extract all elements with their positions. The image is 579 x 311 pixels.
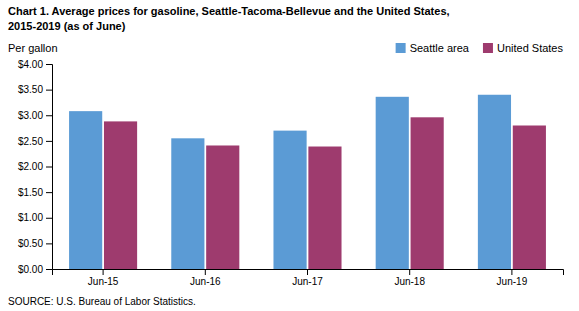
tick: $0.50 <box>18 238 52 249</box>
axis-line <box>46 65 53 270</box>
tick: $3.50 <box>18 84 52 95</box>
tick-label: $0.00 <box>18 264 43 275</box>
tick: $2.50 <box>18 136 52 147</box>
source-note: SOURCE: U.S. Bureau of Labor Statistics. <box>8 296 196 307</box>
legend-swatch <box>396 43 406 53</box>
tick-mark <box>46 192 52 193</box>
legend-label: Seattle area <box>410 42 470 54</box>
tick-mark <box>409 269 410 275</box>
y-axis-label: Per gallon <box>8 42 58 54</box>
axis-line <box>53 270 564 276</box>
tick: $1.50 <box>18 187 52 198</box>
tick-label: Jun-16 <box>190 276 221 287</box>
tick-mark <box>46 90 52 91</box>
bar-series <box>69 95 511 269</box>
tick-mark <box>46 115 52 116</box>
bar <box>273 131 306 269</box>
tick: Jun-18 <box>394 269 425 287</box>
tick-mark <box>46 64 52 65</box>
tick-label: $0.50 <box>18 238 43 249</box>
legend-item: Seattle area <box>396 42 470 54</box>
bar <box>411 117 444 269</box>
tick-label: Jun-15 <box>88 276 119 287</box>
tick-label: $1.50 <box>18 187 43 198</box>
bar <box>206 145 239 269</box>
tick-label: Jun-18 <box>394 276 425 287</box>
legend: Seattle area United States <box>396 42 564 54</box>
bar <box>478 95 511 269</box>
legend-swatch <box>483 43 493 53</box>
tick: $4.00 <box>18 59 52 70</box>
bar <box>104 121 137 269</box>
tick-mark <box>46 167 52 168</box>
tick-mark <box>205 269 206 275</box>
tick-label: Jun-19 <box>497 276 528 287</box>
tick: Jun-15 <box>88 269 119 287</box>
bar-series <box>104 117 546 269</box>
tick-label: Jun-17 <box>292 276 323 287</box>
legend-item: United States <box>483 42 564 54</box>
tick: Jun-16 <box>190 269 221 287</box>
bars <box>69 95 546 269</box>
plot: $0.00 $0.50 $1.00 $1.50 $2.00 $2.50 $3.00 $3.50… <box>18 59 564 287</box>
tick-mark <box>46 218 52 219</box>
tick: $3.00 <box>18 110 52 121</box>
subtitle: 2015-2019 (as of June) <box>8 20 126 32</box>
tick-label: $3.50 <box>18 84 43 95</box>
tick-label: $3.00 <box>18 110 43 121</box>
tick-mark <box>46 243 52 244</box>
tick-mark <box>103 269 104 275</box>
tick-label: $4.00 <box>18 59 43 70</box>
bar <box>69 111 102 269</box>
legend-label: United States <box>497 42 564 54</box>
x-axis: Jun-15 Jun-16 Jun-17 Jun-18 Jun-19 <box>53 269 564 287</box>
tick-label: $2.50 <box>18 136 43 147</box>
title: Chart 1. Average prices for gasoline, Se… <box>8 5 450 17</box>
tick-label: $1.00 <box>18 212 43 223</box>
tick-label: $2.00 <box>18 161 43 172</box>
tick: Jun-17 <box>292 269 323 287</box>
chart: Chart 1. Average prices for gasoline, Se… <box>0 0 579 311</box>
bar <box>171 138 204 269</box>
bar <box>513 126 546 270</box>
tick: $1.00 <box>18 212 52 223</box>
tick-mark <box>511 269 512 275</box>
y-axis: $0.00 $0.50 $1.00 $1.50 $2.00 $2.50 $3.00 $3.50… <box>18 59 53 275</box>
bar <box>376 97 409 269</box>
tick: Jun-19 <box>497 269 528 287</box>
tick: $2.00 <box>18 161 52 172</box>
tick-mark <box>46 269 52 270</box>
tick: $0.00 <box>18 264 52 275</box>
tick-mark <box>307 269 308 275</box>
tick-mark <box>46 141 52 142</box>
bar <box>308 147 341 269</box>
